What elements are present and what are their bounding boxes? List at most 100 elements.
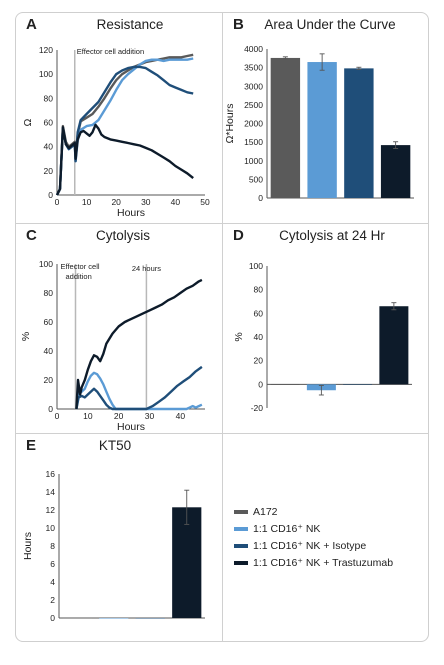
bar (270, 384, 300, 385)
legend-item: A172 (234, 503, 429, 520)
y-tick-label: 60 (44, 118, 54, 128)
y-tick-label: 12 (46, 505, 56, 515)
y-tick-label: 2000 (244, 119, 263, 129)
panel-letter: B (233, 16, 244, 33)
x-tick-label: 40 (171, 197, 181, 207)
bar (62, 618, 92, 619)
legend: A172 1:1 CD16⁺ NK 1:1 CD16⁺ NK + Isotype… (234, 503, 429, 571)
bar (135, 618, 165, 619)
legend-item: 1:1 CD16⁺ NK + Isotype (234, 537, 429, 554)
x-axis-label: Hours (117, 207, 145, 219)
series-line (55, 57, 194, 196)
y-tick-label: 3000 (244, 81, 263, 91)
x-tick-label: 30 (141, 197, 151, 207)
y-tick-label: 0 (48, 190, 53, 200)
legend-item: 1:1 CD16⁺ NK (234, 520, 429, 537)
y-tick-label: 80 (254, 285, 264, 295)
y-tick-label: 500 (249, 174, 263, 184)
bar (343, 384, 373, 385)
legend-swatch (234, 543, 248, 548)
y-tick-label: -20 (251, 403, 264, 413)
chart-title: Area Under the Curve (264, 17, 395, 32)
chart-panel-a: A Resistance 0 20 40 60 80 100 120 Ω 0 10 20 30 40 50 Ho… (22, 16, 210, 219)
chart-title: Cytolysis (96, 228, 150, 243)
chart-panel-b: B Area Under the Curve 0 500 1000 1500 2000 250… (224, 16, 414, 203)
y-tick-label: 1000 (244, 156, 263, 166)
chart-panel-d: D Cytolysis at 24 Hr -20 0 20 40 60 80 100% (233, 227, 412, 413)
y-tick-label: 20 (254, 356, 264, 366)
y-tick-label: 0 (258, 379, 263, 389)
series-line (55, 123, 194, 196)
x-tick-label: 20 (114, 411, 124, 421)
x-tick-label: 0 (55, 411, 60, 421)
series-line (55, 65, 194, 196)
annotation-label: 24 hours (132, 264, 161, 273)
chart-title: Cytolysis at 24 Hr (279, 228, 385, 243)
y-tick-label: 0 (258, 193, 263, 203)
y-tick-label: 60 (254, 308, 264, 318)
bar (99, 618, 129, 619)
legend-label: 1:1 CD16⁺ NK + Trastuzumab (253, 556, 394, 569)
y-tick-label: 14 (46, 487, 56, 497)
legend-swatch (234, 560, 248, 565)
y-tick-label: 20 (44, 375, 54, 385)
y-tick-label: 40 (44, 346, 54, 356)
y-tick-label: 0 (50, 613, 55, 623)
y-axis-label: % (233, 332, 245, 341)
y-axis-label: Ω (22, 118, 34, 126)
series-line (75, 371, 203, 411)
chart-panel-c: C Cytolysis 0 20 40 60 80 100% 0 10 20 30 40 Hours Eff… (20, 227, 205, 433)
panel-letter: D (233, 227, 244, 244)
y-tick-label: 100 (39, 259, 53, 269)
annotation-label: addition (66, 272, 92, 281)
panel-letter: E (26, 437, 36, 454)
y-tick-label: 120 (39, 45, 53, 55)
y-tick-label: 6 (50, 559, 55, 569)
series-line (75, 365, 203, 411)
y-tick-label: 0 (48, 404, 53, 414)
annotation-label: Effector cell addition (77, 47, 144, 56)
bar (380, 145, 411, 198)
y-tick-label: 100 (249, 261, 263, 271)
annotation-label: Effector cell (61, 262, 100, 271)
panel-letter: A (26, 16, 37, 33)
x-tick-label: 10 (83, 411, 93, 421)
series-line (75, 278, 203, 410)
x-tick-label: 40 (176, 411, 186, 421)
legend-swatch (234, 526, 248, 531)
y-tick-label: 40 (254, 332, 264, 342)
y-axis-label: % (20, 332, 32, 341)
y-tick-label: 1500 (244, 137, 263, 147)
legend-label: 1:1 CD16⁺ NK (253, 522, 321, 535)
chart-title: KT50 (99, 438, 131, 453)
y-tick-label: 8 (50, 541, 55, 551)
y-tick-label: 20 (44, 166, 54, 176)
y-tick-label: 2500 (244, 100, 263, 110)
chart-panel-e: E KT50 0 2 4 6 8 10 12 14 16 Hours (22, 437, 205, 623)
legend-item: 1:1 CD16⁺ NK + Trastuzumab (234, 554, 429, 571)
panel-divider-vertical (222, 12, 223, 642)
y-tick-label: 100 (39, 69, 53, 79)
y-tick-label: 80 (44, 288, 54, 298)
y-tick-label: 10 (46, 523, 56, 533)
bar (379, 306, 409, 385)
legend-label: 1:1 CD16⁺ NK + Isotype (253, 539, 367, 552)
y-tick-label: 4000 (244, 44, 263, 54)
legend-swatch (234, 509, 248, 514)
bar (344, 68, 374, 198)
y-axis-label: Ω*Hours (224, 104, 236, 144)
x-tick-label: 30 (145, 411, 155, 421)
bar (307, 62, 337, 198)
y-tick-label: 60 (44, 317, 54, 327)
x-axis-label: Hours (117, 421, 145, 433)
chart-title: Resistance (97, 17, 164, 32)
x-tick-label: 50 (200, 197, 210, 207)
x-tick-label: 10 (82, 197, 92, 207)
y-tick-label: 40 (44, 142, 54, 152)
panel-letter: C (26, 227, 37, 244)
x-tick-label: 0 (55, 197, 60, 207)
y-axis-label: Hours (22, 532, 34, 560)
y-tick-label: 80 (44, 93, 54, 103)
y-tick-label: 16 (46, 469, 56, 479)
